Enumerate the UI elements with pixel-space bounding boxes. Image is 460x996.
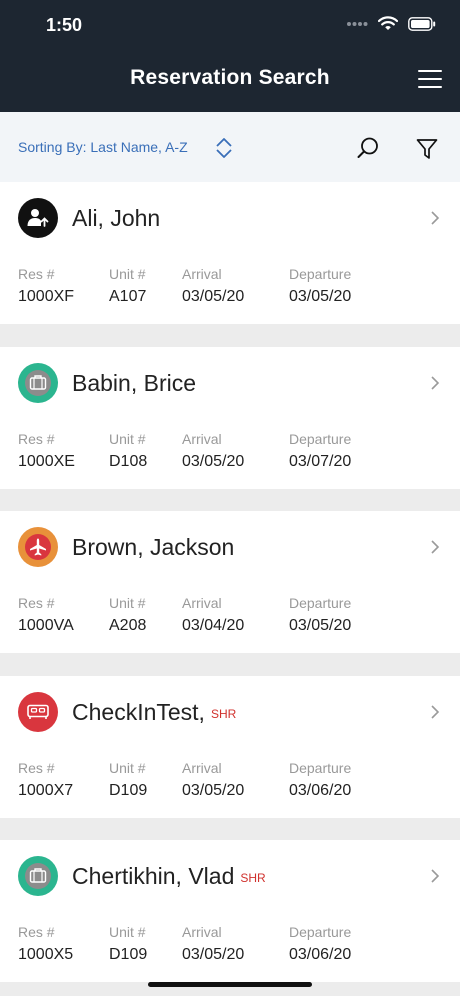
bed-icon (27, 704, 49, 719)
arrival-field: Arrival 03/04/20 (182, 595, 245, 634)
guest-avatar (18, 527, 58, 567)
chevron-right-icon (431, 705, 440, 719)
departure-field: Departure 03/06/20 (289, 924, 352, 963)
reservation-card[interactable]: Ali, John Res #1000XF Unit # A107 Arrival… (0, 182, 460, 324)
sort-filter-toolbar: Sorting By: Last Name, A-Z (0, 112, 460, 182)
guest-name: Brown, Jackson (72, 534, 235, 560)
page-title: Reservation Search (130, 66, 330, 89)
departure-field: Departure 03/05/20 (289, 595, 352, 634)
app-header: 1:50 Reservation Search (0, 0, 460, 112)
chevron-right-icon (431, 211, 440, 225)
guest-name: Chertikhin, Vlad SHR (72, 863, 266, 889)
sort-label[interactable]: Sorting By: Last Name, A-Z (18, 139, 188, 155)
sort-toggle-icon[interactable] (214, 136, 234, 160)
unit-number-field: Unit # D109 (109, 760, 148, 799)
reservation-card[interactable]: Babin, Brice Res #1000XE Unit # D108 Arri… (0, 347, 460, 489)
res-number-field: Res #1000XE (18, 431, 75, 470)
luggage-icon (25, 370, 51, 396)
departure-field: Departure 03/06/20 (289, 760, 352, 799)
reservation-card[interactable]: Brown, Jackson Res #1000VA Unit # A208 Ar… (0, 511, 460, 653)
chevron-right-icon (431, 540, 440, 554)
filter-icon[interactable] (416, 138, 438, 160)
unit-number-field: Unit # D108 (109, 431, 148, 470)
reservation-card[interactable]: CheckInTest, SHR Res #1000X7 Unit # D109 A… (0, 676, 460, 818)
unit-number-field: Unit # A107 (109, 266, 147, 305)
guest-avatar (18, 198, 58, 238)
arrival-field: Arrival 03/05/20 (182, 431, 245, 470)
shr-tag: SHR (240, 871, 266, 885)
res-number-field: Res #1000X5 (18, 924, 74, 963)
res-number-field: Res #1000VA (18, 595, 74, 634)
signal-dots-icon (347, 21, 368, 26)
guest-avatar (18, 856, 58, 896)
guest-name: Ali, John (72, 205, 161, 231)
battery-icon (408, 16, 436, 31)
chevron-right-icon (431, 376, 440, 390)
menu-button[interactable] (418, 70, 442, 90)
unit-number-field: Unit # A208 (109, 595, 147, 634)
person-arrow-up-icon (27, 209, 49, 227)
status-time: 1:50 (46, 15, 83, 35)
guest-avatar (18, 692, 58, 732)
departure-field: Departure 03/07/20 (289, 431, 352, 470)
guest-name: CheckInTest, SHR (72, 699, 237, 725)
status-indicators (346, 16, 436, 31)
wifi-icon (378, 16, 398, 30)
arrival-field: Arrival 03/05/20 (182, 760, 245, 799)
home-indicator[interactable] (148, 982, 312, 987)
departure-field: Departure 03/05/20 (289, 266, 352, 305)
airplane-icon (25, 534, 51, 560)
reservation-card[interactable]: Chertikhin, Vlad SHR Res #1000X5 Unit # D1… (0, 840, 460, 982)
res-number-field: Res #1000X7 (18, 760, 74, 799)
luggage-icon (25, 863, 51, 889)
chevron-right-icon (431, 869, 440, 883)
shr-tag: SHR (210, 707, 237, 721)
unit-number-field: Unit # D109 (109, 924, 148, 963)
arrival-field: Arrival 03/05/20 (182, 266, 245, 305)
guest-avatar (18, 363, 58, 403)
guest-name: Babin, Brice (72, 370, 197, 396)
res-number-field: Res #1000XF (18, 266, 75, 305)
menu-icon (418, 70, 442, 72)
search-icon[interactable] (356, 136, 380, 160)
arrival-field: Arrival 03/05/20 (182, 924, 245, 963)
